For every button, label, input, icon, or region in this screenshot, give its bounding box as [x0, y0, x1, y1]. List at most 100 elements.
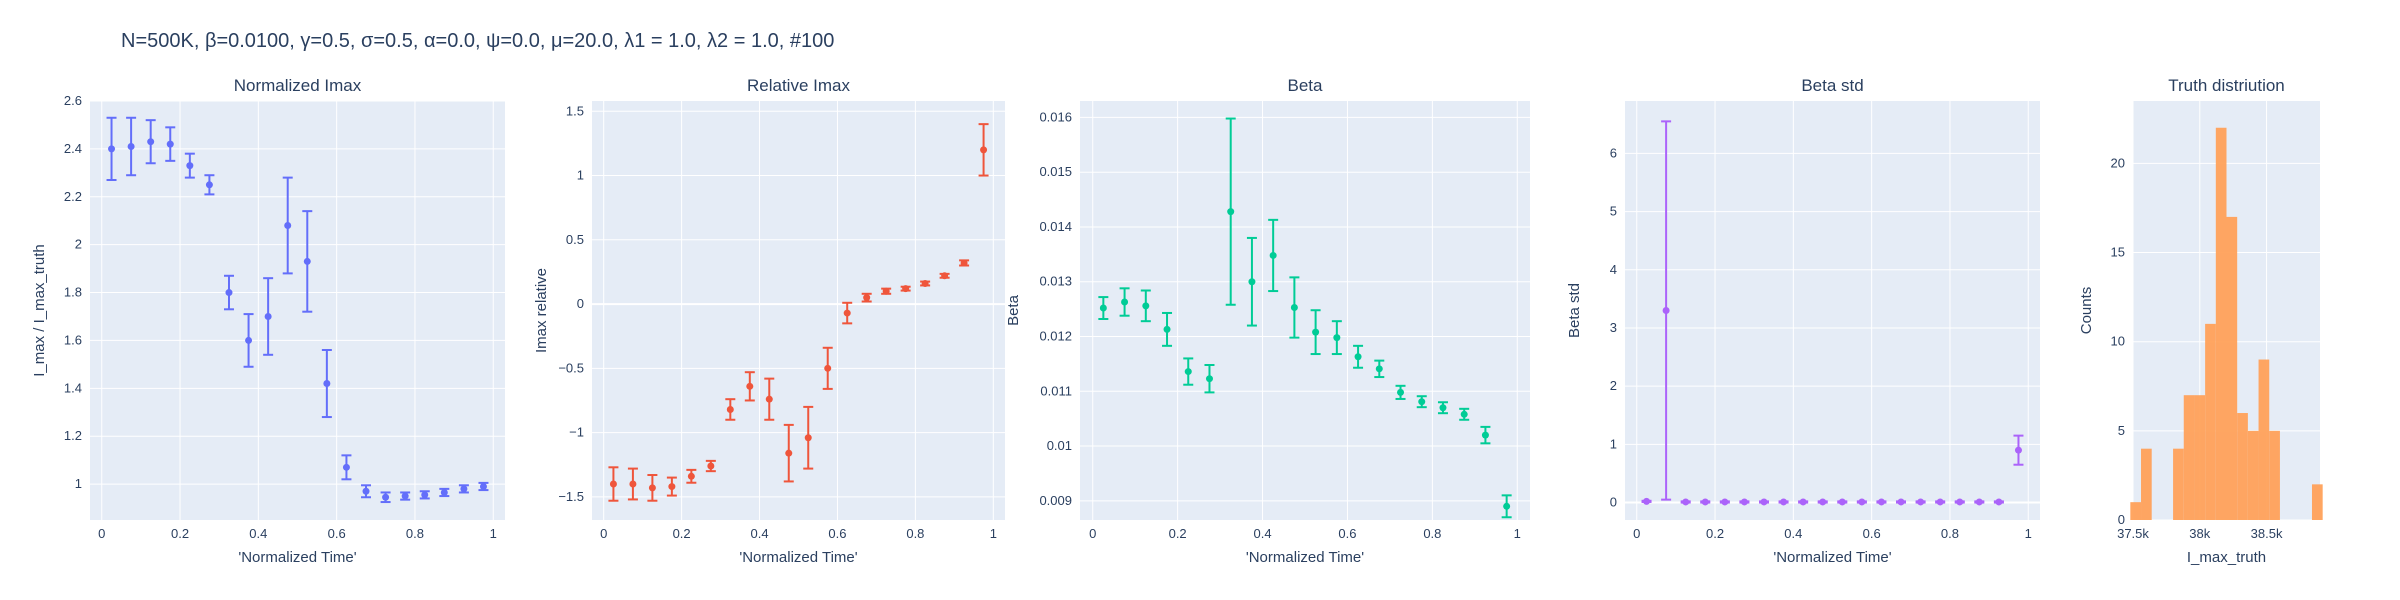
x-tick-label: 0.4 [750, 526, 768, 541]
histogram-bar [2215, 127, 2227, 520]
data-point [1799, 498, 1807, 506]
data-point [1858, 498, 1866, 506]
x-tick-label: 0 [1633, 526, 1640, 541]
data-point [362, 487, 370, 495]
y-tick-label: 0.014 [1039, 219, 1072, 234]
histogram-bar [2311, 484, 2323, 520]
x-axis-title: 'Normalized Time' [1773, 549, 1891, 566]
y-tick-label: 3 [1610, 320, 1617, 335]
data-point [668, 483, 676, 491]
chart-panel-3: 0.009 0.01 0.011 0.012 0.013 0.014 0.015 0.016 0… [1005, 76, 1530, 566]
data-point [1701, 498, 1709, 506]
histogram-bar [2141, 448, 2152, 520]
x-tick-label: 0.4 [1784, 526, 1802, 541]
data-point [1643, 497, 1651, 505]
histogram-bar [2173, 448, 2184, 520]
plot-area [592, 101, 1005, 520]
x-tick-label: 0 [1089, 526, 1096, 541]
x-tick-label: 38.5k [2251, 526, 2283, 541]
data-point [323, 380, 331, 388]
y-tick-label: 1.4 [64, 380, 82, 395]
data-point [746, 382, 754, 390]
y-tick-label: 0.016 [1039, 109, 1072, 124]
y-tick-label: 0.012 [1039, 329, 1072, 344]
y-tick-label: 0.009 [1039, 493, 1072, 508]
y-tick-label: 1.2 [64, 428, 82, 443]
y-tick-label: −1.5 [558, 489, 584, 504]
x-tick-label: 0.6 [1863, 526, 1881, 541]
data-point [401, 492, 409, 500]
histogram-bar [2237, 413, 2248, 520]
y-tick-label: 1 [577, 168, 584, 183]
y-tick-label: 2.6 [64, 93, 82, 108]
data-point [264, 312, 272, 320]
data-point [342, 463, 350, 471]
data-point [707, 462, 715, 470]
y-tick-label: 0 [1610, 495, 1617, 510]
plot-area [1080, 101, 1530, 520]
data-point [1184, 368, 1192, 376]
y-tick-label: 15 [2111, 245, 2125, 260]
data-point [1936, 498, 1944, 506]
y-tick-label: 0.013 [1039, 274, 1072, 289]
y-tick-label: 1.8 [64, 285, 82, 300]
data-point [1897, 498, 1905, 506]
panel-title: Beta [1288, 76, 1324, 95]
y-tick-label: 6 [1610, 145, 1617, 160]
data-point [765, 395, 773, 403]
data-point [824, 364, 832, 372]
histogram-bar [2205, 323, 2216, 520]
y-tick-label: 4 [1610, 262, 1617, 277]
data-point [245, 336, 253, 344]
histogram-bar [2183, 395, 2195, 520]
y-axis-title: I_max / I_max_truth [31, 244, 48, 377]
data-point [921, 280, 929, 288]
data-point [1975, 498, 1983, 506]
data-point [609, 480, 617, 488]
data-point [225, 289, 233, 297]
figure-title: N=500K, β=0.0100, γ=0.5, σ=0.5, α=0.0, ψ… [121, 30, 835, 52]
data-point [479, 482, 487, 490]
x-tick-label: 0.4 [249, 526, 267, 541]
x-axis-title: I_max_truth [2187, 549, 2266, 566]
y-tick-label: 2.2 [64, 189, 82, 204]
data-point [1397, 388, 1405, 396]
data-point [1503, 502, 1511, 510]
x-tick-label: 0.2 [673, 526, 691, 541]
x-tick-label: 0.8 [1423, 526, 1441, 541]
data-point [1354, 353, 1362, 361]
data-point [1995, 498, 2003, 506]
data-point [980, 146, 988, 154]
data-point [108, 145, 116, 153]
y-tick-label: 0.01 [1047, 438, 1072, 453]
panel-title: Normalized Imax [234, 76, 362, 95]
data-point [902, 285, 910, 293]
data-point [648, 484, 656, 492]
histogram-bar [2269, 430, 2280, 520]
data-point [127, 142, 135, 150]
y-tick-label: 5 [1610, 204, 1617, 219]
data-point [1838, 498, 1846, 506]
y-axis-title: Beta std [1566, 283, 1583, 338]
y-tick-label: −0.5 [558, 360, 584, 375]
histogram-bar [2226, 216, 2238, 520]
data-point [1418, 398, 1426, 406]
data-point [1917, 498, 1925, 506]
y-tick-label: 0.5 [566, 232, 584, 247]
data-point [284, 222, 292, 230]
data-point [863, 294, 871, 302]
data-point [147, 138, 155, 146]
x-tick-label: 0 [600, 526, 607, 541]
data-point [166, 140, 174, 148]
plot-area [90, 101, 505, 520]
y-axis-title: Beta [1005, 294, 1022, 326]
data-point [205, 181, 213, 189]
data-point [960, 259, 968, 267]
data-point [629, 480, 637, 488]
data-point [1205, 375, 1213, 383]
data-point [843, 309, 851, 317]
y-tick-label: 1.5 [566, 103, 584, 118]
panel-title: Beta std [1801, 76, 1863, 95]
chart-panel-4: 0 1 2 3 4 5 6 0 0.2 0.4 0.6 0.8 1 Beta std 'Normalized… [1566, 76, 2040, 566]
